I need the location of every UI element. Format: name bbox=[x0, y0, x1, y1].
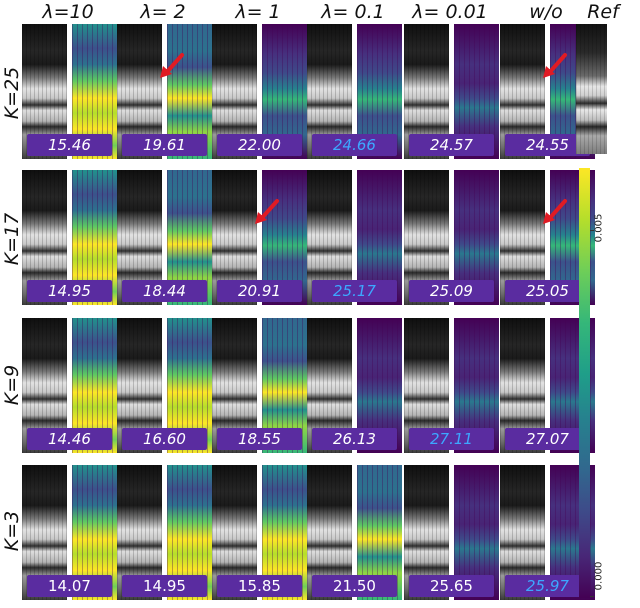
psnr-badge: 22.00 bbox=[217, 134, 302, 156]
panel-k3-lambda-0-1: 21.50 bbox=[307, 465, 402, 600]
column-header-lambda-2: λ= 2 bbox=[140, 1, 186, 23]
psnr-badge: 16.60 bbox=[122, 428, 207, 450]
psnr-badge: 14.95 bbox=[122, 575, 207, 597]
red-arrow-icon bbox=[543, 199, 567, 224]
column-header-lambda-0-1: λ= 0.1 bbox=[321, 1, 385, 23]
panel-k3-lambda-2: 14.95 bbox=[117, 465, 212, 600]
psnr-badge-best: 25.97 bbox=[505, 575, 590, 597]
panel-k25-lambda-2: 19.61 bbox=[117, 24, 212, 159]
psnr-badge: 25.05 bbox=[505, 280, 590, 302]
psnr-badge: 14.46 bbox=[27, 428, 112, 450]
column-header-lambda-0-01: λ= 0.01 bbox=[412, 1, 488, 23]
colorbar-min-label: 0.000 bbox=[593, 561, 605, 591]
psnr-badge: 24.55 bbox=[505, 134, 590, 156]
panel-k9-lambda-0-1: 26.13 bbox=[307, 318, 402, 453]
psnr-badge: 18.55 bbox=[217, 428, 302, 450]
row-label: K=9 bbox=[1, 364, 23, 406]
panel-k25-lambda-1: 22.00 bbox=[212, 24, 307, 159]
column-header-without: w/o bbox=[529, 1, 563, 23]
panel-k3-lambda-0-01: 25.65 bbox=[404, 465, 499, 600]
psnr-badge-best: 25.17 bbox=[312, 280, 397, 302]
colorbar-tick bbox=[590, 596, 594, 597]
psnr-badge: 21.50 bbox=[312, 575, 397, 597]
psnr-badge: 26.13 bbox=[312, 428, 397, 450]
colorbar-tick bbox=[590, 230, 594, 231]
panel-k9-lambda-1: 18.55 bbox=[212, 318, 307, 453]
row-label: K=17 bbox=[1, 212, 23, 266]
psnr-badge: 19.61 bbox=[122, 134, 207, 156]
psnr-badge-best: 24.66 bbox=[312, 134, 397, 156]
row-header-k9: K=9 bbox=[0, 310, 24, 460]
psnr-badge: 27.07 bbox=[505, 428, 590, 450]
colorbar bbox=[579, 168, 590, 598]
colorbar-max-label: 0.005 bbox=[593, 213, 605, 243]
red-arrow-icon bbox=[255, 199, 279, 224]
psnr-badge: 24.57 bbox=[409, 134, 494, 156]
panel-k17-lambda-2: 18.44 bbox=[117, 170, 212, 305]
panel-k25-lambda-0-1: 24.66 bbox=[307, 24, 402, 159]
panel-k9-lambda-0-01: 27.11 bbox=[404, 318, 499, 453]
psnr-badge: 15.85 bbox=[217, 575, 302, 597]
panel-k3-lambda-1: 15.85 bbox=[212, 465, 307, 600]
panel-k17-lambda-1: 20.91 bbox=[212, 170, 307, 305]
panel-k3-lambda-10: 14.07 bbox=[22, 465, 117, 600]
row-label: K=25 bbox=[1, 66, 23, 120]
red-arrow-icon bbox=[543, 53, 567, 78]
reference-image bbox=[576, 24, 607, 154]
panel-k17-lambda-10: 14.95 bbox=[22, 170, 117, 305]
psnr-badge: 14.95 bbox=[27, 280, 112, 302]
panel-reference bbox=[576, 24, 607, 159]
panel-k25-lambda-10: 15.46 bbox=[22, 24, 117, 159]
psnr-badge: 20.91 bbox=[217, 280, 302, 302]
row-header-k17: K=17 bbox=[0, 164, 24, 314]
psnr-badge: 18.44 bbox=[122, 280, 207, 302]
panel-k17-lambda-0-1: 25.17 bbox=[307, 170, 402, 305]
psnr-badge-best: 27.11 bbox=[409, 428, 494, 450]
red-arrow-icon bbox=[160, 53, 184, 78]
column-header-lambda-10: λ=10 bbox=[42, 1, 94, 23]
row-header-k3: K=3 bbox=[0, 456, 24, 606]
column-header-reference: Ref bbox=[587, 1, 619, 23]
panel-k9-lambda-10: 14.46 bbox=[22, 318, 117, 453]
panel-k25-lambda-0-01: 24.57 bbox=[404, 24, 499, 159]
psnr-badge: 15.46 bbox=[27, 134, 112, 156]
panel-k9-lambda-2: 16.60 bbox=[117, 318, 212, 453]
panel-k17-lambda-0-01: 25.09 bbox=[404, 170, 499, 305]
psnr-badge: 25.65 bbox=[409, 575, 494, 597]
row-header-k25: K=25 bbox=[0, 18, 24, 168]
psnr-badge: 25.09 bbox=[409, 280, 494, 302]
column-header-lambda-1: λ= 1 bbox=[235, 1, 281, 23]
row-label: K=3 bbox=[1, 510, 23, 552]
psnr-badge: 14.07 bbox=[27, 575, 112, 597]
